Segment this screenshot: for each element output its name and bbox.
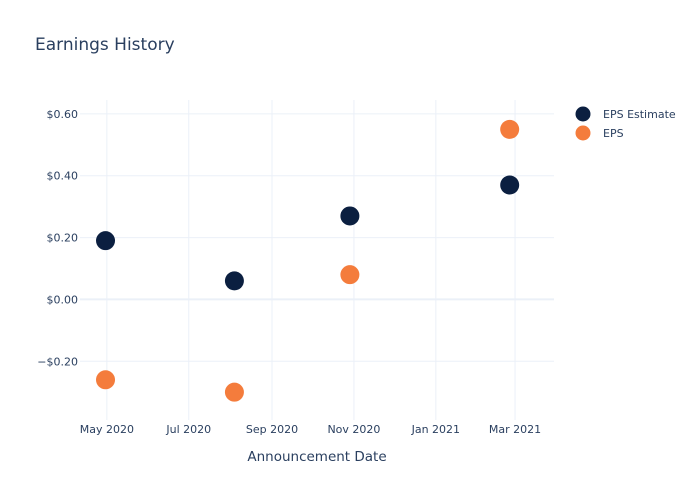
x-axis-title: Announcement Date xyxy=(247,449,386,465)
y-tick-label: −$0.20 xyxy=(37,355,78,368)
y-tick-label: $0.20 xyxy=(47,232,79,245)
x-tick-label: Jan 2021 xyxy=(411,423,460,436)
data-point[interactable] xyxy=(500,175,520,195)
data-point[interactable] xyxy=(340,265,360,285)
data-point[interactable] xyxy=(96,370,116,390)
data-point[interactable] xyxy=(224,271,244,291)
data-points xyxy=(96,119,520,402)
series-1 xyxy=(96,119,520,402)
x-tick-label: Nov 2020 xyxy=(327,423,380,436)
data-point[interactable] xyxy=(340,206,360,226)
data-point[interactable] xyxy=(224,382,244,402)
y-tick-label: $0.40 xyxy=(47,170,79,183)
x-tick-label: Sep 2020 xyxy=(246,423,298,436)
chart-title: Earnings History xyxy=(35,35,175,55)
legend-item[interactable]: EPS Estimate xyxy=(575,106,676,122)
y-tick-label: $0.00 xyxy=(47,293,79,306)
legend-item[interactable]: EPS xyxy=(575,125,624,141)
y-tick-label: $0.60 xyxy=(47,108,79,121)
x-tick-label: May 2020 xyxy=(80,423,134,436)
x-tick-label: Mar 2021 xyxy=(489,423,541,436)
legend-marker xyxy=(575,106,591,122)
grid-layer xyxy=(80,100,554,420)
series-0 xyxy=(96,175,520,291)
x-tick-labels: May 2020 Jul 2020 Sep 2020 Nov 2020 Jan 2021… xyxy=(80,423,541,436)
legend-label: EPS xyxy=(603,127,624,140)
legend[interactable]: EPS Estimate EPS xyxy=(575,106,676,141)
legend-marker xyxy=(575,125,591,141)
legend-label: EPS Estimate xyxy=(603,108,676,121)
data-point[interactable] xyxy=(96,231,116,251)
y-tick-labels: −$0.20 $0.00 $0.20 $0.40 $0.60 xyxy=(37,108,78,368)
x-tick-label: Jul 2020 xyxy=(165,423,211,436)
data-point[interactable] xyxy=(500,119,520,139)
